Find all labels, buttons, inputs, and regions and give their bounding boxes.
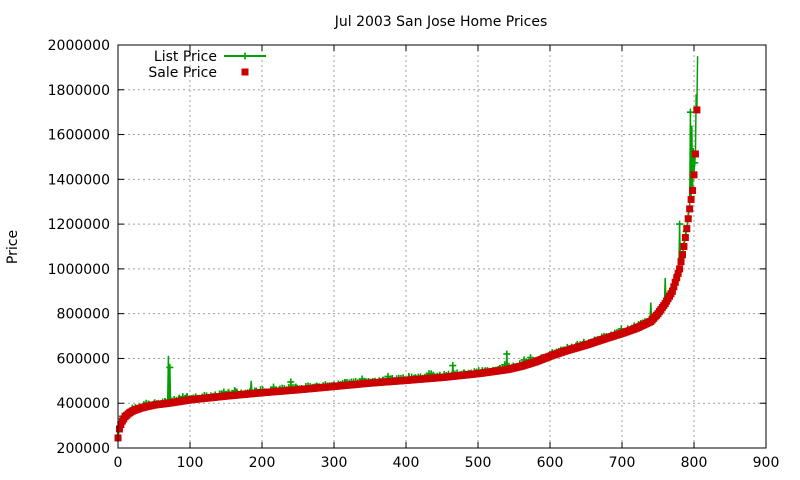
sale-price-point — [681, 234, 689, 242]
legend-sale-price-label: Sale Price — [148, 65, 217, 81]
legend-list-price-marker — [241, 52, 249, 60]
sale-price-point — [689, 187, 697, 195]
x-tick-label: 700 — [609, 455, 636, 471]
data-series — [114, 56, 701, 442]
y-tick-label: 1400000 — [48, 172, 110, 188]
y-tick-label: 1600000 — [48, 128, 110, 144]
sale-price-point — [678, 251, 686, 259]
sale-price-point — [115, 425, 123, 433]
legend: List Price Sale Price — [148, 49, 266, 81]
list-price-point — [676, 220, 684, 228]
x-tick-label: 0 — [114, 455, 123, 471]
plot-frame — [117, 44, 767, 449]
sale-price-point — [683, 225, 691, 233]
legend-list-price-label: List Price — [154, 49, 217, 65]
list-price-point — [449, 362, 457, 370]
y-tick-label: 400000 — [57, 396, 110, 412]
y-tick-label: 600000 — [57, 351, 110, 367]
x-tick-label: 200 — [249, 455, 276, 471]
sale-price-point — [676, 265, 684, 273]
x-tick-label: 100 — [177, 455, 204, 471]
x-tick-label: 800 — [681, 455, 708, 471]
y-tick-label: 1200000 — [48, 217, 110, 233]
y-tick-label: 200000 — [57, 441, 110, 457]
x-tick-label: 400 — [393, 455, 420, 471]
list-price-point — [166, 363, 174, 371]
sale-price-point — [674, 269, 682, 277]
sale-price-point — [684, 215, 692, 223]
x-tick-label: 600 — [537, 455, 564, 471]
y-tick-label: 800000 — [57, 307, 110, 323]
list-price-point — [287, 378, 295, 386]
sale-price-point — [687, 195, 695, 203]
x-tick-label: 300 — [321, 455, 348, 471]
sale-price-point — [693, 106, 701, 114]
y-tick-label: 1800000 — [48, 83, 110, 99]
y-tick-label: 1000000 — [48, 262, 110, 278]
list-price-point — [686, 108, 694, 116]
x-tick-label: 900 — [753, 455, 780, 471]
sale-price-point — [680, 243, 688, 250]
sale-price-point — [677, 258, 685, 266]
list-price-point — [691, 159, 699, 167]
sale-price-point — [668, 287, 676, 295]
sale-price-point — [686, 205, 694, 213]
x-tick-label: 500 — [465, 455, 492, 471]
y-tick-label: 2000000 — [48, 38, 110, 54]
legend-sale-price-marker — [241, 68, 249, 76]
list-price-point — [503, 350, 511, 358]
sale-price-point — [690, 171, 698, 179]
y-axis-label: Price — [5, 230, 21, 264]
axis-ticks: 200000 400000 600000 800000 1000000 1200000 14… — [48, 38, 780, 471]
grid — [118, 45, 766, 448]
sale-price-point — [673, 274, 681, 282]
chart-title: Jul 2003 San Jose Home Prices — [334, 14, 548, 30]
sale-price-point — [670, 283, 678, 291]
sale-price-point — [671, 278, 679, 286]
sale-price-point — [691, 150, 699, 158]
